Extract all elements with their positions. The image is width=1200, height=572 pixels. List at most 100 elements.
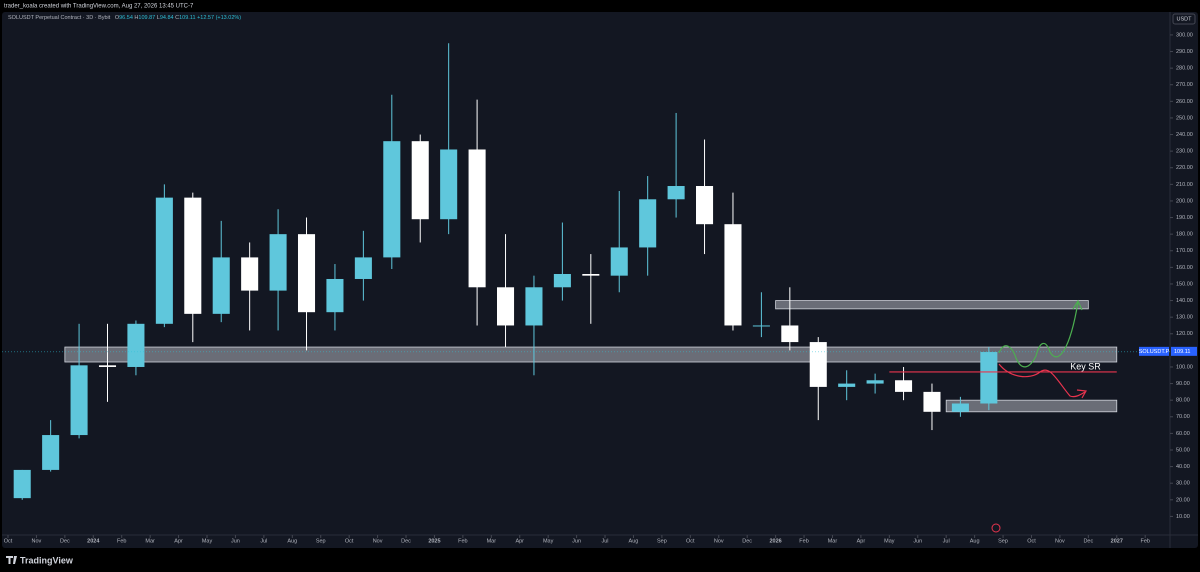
y-tick-label: 40.00 [1176, 464, 1190, 470]
x-tick-label: Sep [316, 538, 326, 544]
y-tick-label: 90.00 [1176, 381, 1190, 387]
candle-body [895, 380, 913, 392]
y-tick-label: 80.00 [1176, 398, 1190, 404]
candle-body [582, 274, 600, 276]
key-level-label: Key SR [1070, 361, 1101, 371]
x-tick-label: May [202, 538, 213, 544]
x-tick-label: Oct [1027, 538, 1036, 544]
candle-body [127, 323, 145, 367]
candle-body [951, 403, 969, 412]
x-tick-label: Oct [4, 538, 13, 544]
candle-body [639, 199, 657, 248]
symbol-tag: SOLUSDT.P [1139, 349, 1170, 355]
sr-zone [64, 346, 1118, 363]
candle-body [42, 435, 60, 470]
candle-body [440, 149, 458, 220]
y-tick-label: 290.00 [1176, 49, 1193, 55]
symbol: SOLUSDT Perpetual Contract · 3D · Bybit [8, 15, 111, 21]
candle-body [184, 197, 202, 314]
candle-body [155, 197, 173, 324]
x-tick-label: May [543, 538, 554, 544]
candle-body [297, 234, 316, 313]
x-tick-label: Jun [913, 538, 922, 544]
x-tick-label: Dec [60, 538, 70, 544]
events-icon[interactable] [991, 523, 1001, 533]
y-tick-label: 60.00 [1176, 431, 1190, 437]
y-tick-label: 180.00 [1176, 232, 1193, 238]
candle-body [553, 274, 571, 288]
y-tick-label: 70.00 [1176, 414, 1190, 420]
currency-box [1172, 13, 1196, 25]
candle-body [411, 141, 429, 220]
x-tick-label: Aug [287, 538, 297, 544]
y-tick-label: 100.00 [1176, 364, 1193, 370]
legend-label: H [134, 15, 138, 21]
y-tick-label: 30.00 [1176, 481, 1190, 487]
x-tick-label: 2025 [428, 538, 440, 544]
candle-body [752, 325, 770, 327]
x-tick-label: Feb [1140, 538, 1149, 544]
candle-body [525, 287, 543, 326]
x-tick-label: Dec [1083, 538, 1093, 544]
candle-body [838, 383, 856, 387]
chart-panel [2, 12, 1198, 548]
legend-value: 94.84 [160, 15, 174, 21]
y-tick-label: 210.00 [1176, 182, 1193, 188]
candle-body [13, 469, 31, 499]
x-tick-label: Mar [145, 538, 155, 544]
candle-body [610, 247, 628, 276]
y-tick-label: 160.00 [1176, 265, 1193, 271]
sr-zone [945, 399, 1118, 413]
candle-body [496, 287, 515, 326]
candle-body [468, 149, 486, 288]
arrow-head [1072, 299, 1083, 311]
x-tick-label: Nov [32, 538, 42, 544]
x-tick-label: Apr [857, 538, 866, 544]
y-tick-label: 190.00 [1176, 215, 1193, 221]
candle-body [667, 186, 685, 200]
legend-value: 109.11 [179, 15, 195, 21]
x-tick-label: Jun [572, 538, 581, 544]
arrow-head [1076, 389, 1087, 399]
y-tick-label: 200.00 [1176, 198, 1193, 204]
candle-body [70, 365, 88, 436]
x-tick-label: Sep [657, 538, 667, 544]
candle-body [98, 365, 117, 367]
x-tick-label: Nov [714, 538, 724, 544]
y-tick-label: 130.00 [1176, 315, 1193, 321]
candle-body [866, 380, 884, 384]
plot: 10.00 20.00 30.00 40.00 50.00 60.00 70.00 80.00… [2, 32, 1197, 544]
y-tick-label: 150.00 [1176, 281, 1193, 287]
x-tick-label: Dec [742, 538, 752, 544]
legend-value: 109.87 [138, 15, 155, 21]
legend-label: O [115, 15, 120, 21]
legend-label: C [175, 15, 179, 21]
candle-body [696, 186, 714, 225]
x-tick-label: 2026 [769, 538, 781, 544]
legend: SOLUSDT Perpetual Contract · 3D · Bybit … [8, 15, 241, 21]
candle-body [383, 141, 401, 258]
y-tick-label: 260.00 [1176, 99, 1193, 105]
bull-path-arrow [998, 301, 1079, 368]
y-tick-label: 20.00 [1176, 497, 1190, 503]
x-tick-label: 2024 [87, 538, 100, 544]
last-price-label: 109.11 [1174, 349, 1190, 355]
x-tick-label: Nov [373, 538, 383, 544]
candle-body [212, 257, 230, 314]
x-tick-label: Oct [686, 538, 695, 544]
x-tick-label: Aug [629, 538, 639, 544]
x-tick-label: 2027 [1111, 538, 1123, 544]
credit: trader_koala created with TradingView.co… [4, 4, 194, 10]
y-tick-label: 230.00 [1176, 149, 1193, 155]
footer-bar [0, 548, 1200, 572]
x-tick-label: Jul [260, 538, 267, 544]
x-tick-label: Apr [174, 538, 183, 544]
candle-body [923, 391, 941, 412]
y-tick-label: 280.00 [1176, 66, 1193, 72]
candle-body [241, 257, 259, 291]
y-tick-label: 140.00 [1176, 298, 1193, 304]
symbol-tag-box [1139, 346, 1169, 356]
logo [6, 556, 17, 564]
